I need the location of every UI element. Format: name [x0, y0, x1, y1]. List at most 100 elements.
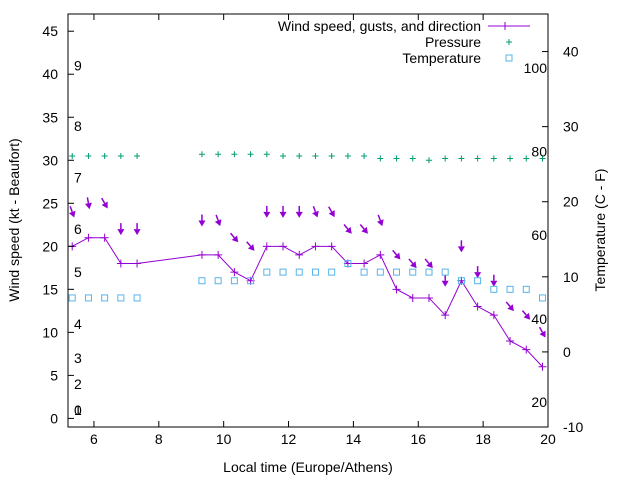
gust-arrow-head [490, 280, 498, 287]
gust-arrow [359, 224, 368, 234]
wind-speed-point [262, 242, 271, 251]
gust-arrow-shaft [408, 258, 414, 265]
gust-arrow-head [279, 211, 287, 218]
temperature-point [328, 268, 336, 276]
gust-arrow-head [247, 244, 255, 251]
temperature-point [441, 268, 449, 276]
gust-arrow-shaft [328, 206, 333, 213]
beaufort-label: 6 [74, 221, 82, 237]
temperature-point [279, 268, 287, 276]
beaufort-label: 2 [74, 376, 82, 392]
fahrenheit-label: 60 [531, 227, 547, 243]
temperature-point [311, 268, 319, 276]
pressure-point [425, 157, 432, 164]
gust-arrow-head [426, 261, 433, 269]
pressure-point [393, 155, 400, 162]
y2-tick-label: 30 [563, 119, 579, 135]
pressure-point [215, 151, 222, 158]
gust-arrow-head [377, 219, 384, 227]
wind-speed-point [360, 259, 369, 268]
y-tick-label: 35 [42, 109, 58, 125]
wind-speed-point [197, 250, 206, 259]
gust-arrow-shaft [343, 224, 349, 230]
y-tick-label: 40 [42, 66, 58, 82]
temperature-point [457, 277, 465, 285]
y-axis-label: Wind speed (kt - Beaufort) [6, 138, 22, 301]
legend-label-pressure: Pressure [425, 34, 481, 50]
pressure-point [296, 152, 303, 159]
legend-label-temperature: Temperature [402, 50, 481, 66]
y2-axis-label: Temperature (C - F) [592, 169, 608, 292]
temperature-point [230, 277, 238, 285]
legend-marker-pressure [506, 39, 512, 45]
gust-arrow-head [328, 210, 335, 218]
beaufort-label: 7 [74, 169, 82, 185]
beaufort-label: 3 [74, 350, 82, 366]
gust-arrow-shaft [86, 197, 90, 204]
x-tick-label: 20 [540, 431, 556, 447]
gust-arrow-head [101, 201, 108, 209]
y-tick-label: 15 [42, 281, 58, 297]
pressure-point [377, 155, 384, 162]
gust-arrow-head [410, 261, 417, 269]
pressure-point [134, 152, 141, 159]
gust-arrow-shaft [359, 224, 365, 230]
gust-arrow [392, 249, 401, 260]
gust-arrow-head [507, 304, 514, 312]
y-tick-label: 0 [50, 410, 58, 426]
wind-speed-point [441, 311, 450, 320]
gust-arrow-shaft [424, 258, 430, 265]
pressure-point [280, 152, 287, 159]
y-tick-label: 25 [42, 195, 58, 211]
wind-speed-point [424, 293, 433, 302]
gust-arrow-head [295, 211, 303, 218]
x-tick-label: 16 [410, 431, 426, 447]
beaufort-label: 1 [74, 402, 82, 418]
gust-arrow-shaft [538, 326, 544, 333]
pressure-point [507, 155, 514, 162]
gust-arrow-head [263, 211, 271, 218]
x-axis-label: Local time (Europe/Athens) [223, 459, 393, 475]
legend-marker-temperature [505, 54, 513, 62]
gust-arrow-head [84, 202, 92, 210]
gust-arrow-head [312, 210, 319, 218]
gust-arrow [474, 266, 482, 279]
gust-arrow-head [117, 229, 125, 236]
gust-arrow [117, 223, 125, 236]
gust-arrow [295, 205, 303, 218]
y-tick-label: 10 [42, 324, 58, 340]
plot-frame [67, 13, 549, 428]
pressure-point [328, 152, 335, 159]
gust-arrow-shaft [229, 232, 235, 239]
temperature-point [360, 268, 368, 276]
gust-arrow [521, 310, 531, 320]
gust-arrow-shaft [215, 214, 219, 221]
pressure-point [523, 155, 530, 162]
temperature-point [101, 294, 109, 302]
temperature-point [263, 268, 271, 276]
y2-tick-label: 0 [563, 344, 571, 360]
gust-arrow [457, 240, 465, 253]
pressure-point [474, 155, 481, 162]
temperature-point [506, 285, 514, 293]
gust-arrow-head [345, 226, 352, 234]
gust-arrow-shaft [505, 301, 511, 308]
pressure-point [231, 151, 238, 158]
gust-arrow [214, 214, 222, 227]
pressure-point [247, 151, 254, 158]
gust-arrow-head [474, 272, 482, 279]
temperature-point [490, 285, 498, 293]
gust-arrow-head [214, 219, 222, 227]
pressure-point [198, 151, 205, 158]
pressure-point [458, 155, 465, 162]
gust-arrow [505, 301, 514, 312]
fahrenheit-label: 80 [531, 143, 547, 159]
fahrenheit-label: 20 [531, 394, 547, 410]
wind-speed-point [376, 250, 385, 259]
gust-arrow-shaft [246, 241, 252, 247]
pressure-point [117, 152, 124, 159]
gust-arrow-head [133, 229, 141, 236]
wind-speed-point [408, 293, 417, 302]
gust-arrow-shaft [521, 310, 527, 316]
wind-speed-point [295, 250, 304, 259]
